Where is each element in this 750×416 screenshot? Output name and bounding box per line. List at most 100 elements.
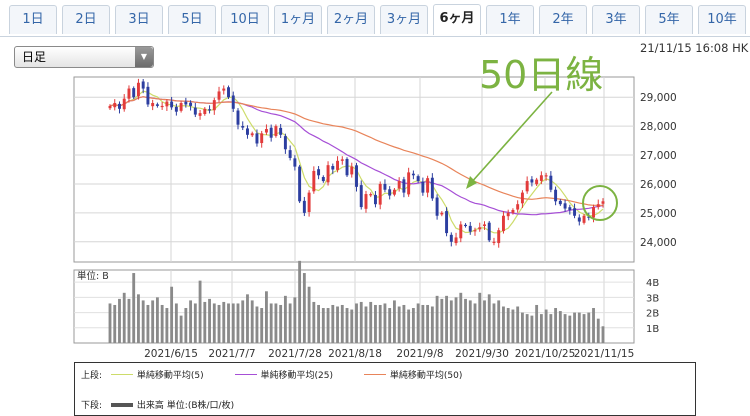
candle-body	[255, 133, 259, 144]
candle-body	[141, 81, 145, 89]
volume-bar	[487, 294, 491, 343]
legend-item-sma5: 単純移動平均(5)	[105, 368, 204, 381]
volume-bar	[265, 291, 268, 343]
candle-body	[388, 189, 392, 196]
tab-6[interactable]: 2ヶ月	[327, 5, 375, 34]
legend-lower-label: 下段:	[81, 401, 103, 411]
volume-bar	[516, 306, 520, 343]
candle-body	[587, 216, 591, 218]
volume-bar	[388, 308, 392, 343]
candle-body	[336, 160, 340, 170]
candle-body	[473, 230, 477, 232]
candle-body	[364, 194, 368, 209]
x-tick-label: 2021/6/15	[144, 348, 198, 360]
candle-body	[340, 159, 344, 161]
volume-bar	[137, 294, 140, 343]
volume-bar	[203, 301, 207, 343]
volume-bar	[407, 309, 411, 343]
candle-body	[283, 136, 287, 150]
tab-9[interactable]: 1年	[486, 5, 534, 34]
tab-7[interactable]: 3ヶ月	[380, 5, 428, 34]
volume-bar	[577, 312, 581, 343]
volume-bar	[312, 301, 316, 343]
candle-body	[321, 177, 325, 182]
tab-4[interactable]: 10日	[221, 5, 269, 34]
volume-unit-label: 単位: B	[77, 270, 109, 282]
candle-body	[302, 200, 306, 213]
tab-13[interactable]: 10年	[698, 5, 746, 34]
volume-bar	[217, 304, 221, 343]
candle-body	[279, 127, 283, 135]
chevron-down-icon[interactable]: ▼	[135, 47, 153, 67]
volume-bar	[155, 297, 159, 343]
tab-12[interactable]: 5年	[645, 5, 693, 34]
candle-body	[459, 224, 463, 239]
candle-body	[501, 215, 505, 232]
volume-bar	[554, 308, 558, 343]
volume-bar	[369, 301, 373, 343]
candle-body	[525, 181, 529, 192]
y-tick-label: 24,000	[640, 237, 677, 249]
tab-1[interactable]: 2日	[62, 5, 110, 34]
volume-bar	[208, 298, 211, 343]
tab-5[interactable]: 1ヶ月	[274, 5, 322, 34]
volume-bar	[170, 286, 174, 343]
candle-body	[601, 201, 605, 204]
candle-body	[592, 207, 595, 218]
volume-bar	[212, 303, 216, 343]
volume-bar	[435, 295, 439, 343]
volume-bar	[430, 306, 434, 343]
candle-body	[108, 105, 112, 109]
period-select[interactable]: 日足 ▼	[14, 46, 154, 68]
annotation-arrowhead	[466, 176, 477, 189]
volume-bar	[492, 303, 496, 343]
volume-bar	[601, 326, 605, 343]
candle-body	[392, 189, 396, 195]
volume-bar	[558, 311, 562, 343]
candle-body	[264, 129, 268, 133]
y-tick-label: 27,000	[640, 150, 677, 162]
candle-body	[426, 178, 430, 193]
tab-2[interactable]: 3日	[115, 5, 163, 34]
volume-bar	[355, 303, 358, 343]
volume-bar	[269, 303, 273, 343]
tab-8[interactable]: 6ヶ月	[433, 4, 481, 35]
x-tick-label: 2021/9/8	[396, 348, 443, 360]
volume-bar	[260, 308, 264, 343]
candle-body	[568, 207, 572, 210]
candle-body	[345, 158, 349, 176]
volume-bar	[246, 294, 249, 343]
tab-10[interactable]: 2年	[539, 5, 587, 34]
period-tabs: 1日 2日 3日 5日 10日 1ヶ月 2ヶ月 3ヶ月 6ヶ月 1年 2年 3年 5年 10年	[0, 0, 750, 37]
y-tick-label: 25,000	[640, 208, 677, 220]
candle-body	[573, 208, 577, 216]
candle-body	[127, 88, 131, 99]
legend-swatch	[234, 374, 257, 375]
volume-bar	[350, 309, 354, 343]
volume-bar	[411, 308, 415, 343]
volume-bar	[198, 280, 202, 343]
volume-bar	[160, 304, 164, 343]
tab-0[interactable]: 1日	[9, 5, 57, 34]
volume-bar	[454, 297, 458, 343]
volume-bar	[483, 300, 486, 343]
volume-bar	[302, 273, 306, 343]
candle-body	[179, 103, 183, 111]
volume-bar	[141, 300, 145, 343]
candle-body	[435, 197, 439, 216]
volume-bar	[378, 304, 382, 343]
tab-3[interactable]: 5日	[168, 5, 216, 34]
tab-11[interactable]: 3年	[592, 5, 640, 34]
candle-body	[165, 101, 169, 107]
volume-bar	[459, 292, 463, 343]
x-tick-label: 2021/11/15	[574, 348, 635, 360]
volume-bar	[298, 260, 302, 343]
volume-bar	[326, 308, 330, 343]
volume-bar	[544, 309, 548, 343]
candle-body	[478, 227, 482, 230]
annotation-label: 50日線	[479, 53, 604, 97]
candle-body	[369, 194, 373, 196]
candle-body	[227, 87, 230, 98]
stock-chart: 29,000 28,000 27,000 26,000 25,000 24,000 2021…	[73, 76, 677, 360]
candle-body	[487, 222, 491, 241]
